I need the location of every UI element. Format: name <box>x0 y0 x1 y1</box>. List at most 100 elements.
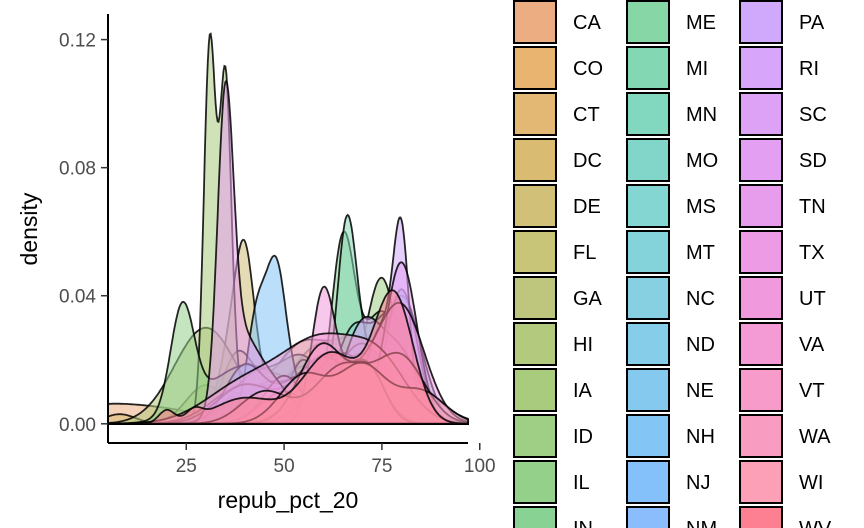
legend-item-ri: RI <box>739 46 819 90</box>
legend-key <box>626 92 670 136</box>
legend-label: TX <box>799 242 825 264</box>
legend-label: SD <box>799 150 827 172</box>
x-tick-label: 25 <box>176 456 197 477</box>
legend-item-pa: PA <box>739 0 825 44</box>
x-tick-label: 100 <box>464 456 496 477</box>
y-tick-label: 0.00 <box>59 415 96 436</box>
legend-label: NE <box>686 380 714 402</box>
legend-key <box>739 276 783 320</box>
legend-key <box>626 460 670 504</box>
y-ticks: 0.00 0.04 0.08 0.12 <box>59 31 108 436</box>
legend-label: ME <box>686 12 716 34</box>
legend-label: MO <box>686 150 718 172</box>
legend-label: RI <box>799 58 819 80</box>
legend-label: HI <box>573 334 593 356</box>
legend: CA CO CT DC DE FL GA HI IA ID IL IN ME MI MN MO MS MT NC ND… <box>513 0 832 528</box>
legend-key <box>626 46 670 90</box>
x-tick-label: 75 <box>371 456 392 477</box>
legend-item-tn: TN <box>739 184 826 228</box>
legend-key <box>739 230 783 274</box>
legend-label: NJ <box>686 472 710 494</box>
legend-label: CT <box>573 104 600 126</box>
legend-item-nd: ND <box>626 322 715 366</box>
legend-item-dc: DC <box>513 138 602 182</box>
legend-label: WV <box>799 518 832 528</box>
legend-label: MS <box>686 196 716 218</box>
legend-key <box>739 92 783 136</box>
legend-item-vt: VT <box>739 368 825 412</box>
legend-key <box>626 276 670 320</box>
legend-key <box>513 506 557 528</box>
legend-label: TN <box>799 196 826 218</box>
legend-key <box>626 138 670 182</box>
legend-item-ne: NE <box>626 368 714 412</box>
legend-label: CO <box>573 58 603 80</box>
legend-item-tx: TX <box>739 230 825 274</box>
legend-item-wi: WI <box>739 460 823 504</box>
legend-label: MN <box>686 104 717 126</box>
legend-key <box>739 138 783 182</box>
legend-label: IA <box>573 380 593 402</box>
legend-label: NH <box>686 426 715 448</box>
legend-item-ga: GA <box>513 276 603 320</box>
legend-label: IN <box>573 518 593 528</box>
legend-key <box>626 0 670 44</box>
y-axis-title: density <box>16 192 42 265</box>
x-tick-label: 50 <box>274 456 295 477</box>
legend-key <box>513 276 557 320</box>
legend-key <box>739 184 783 228</box>
legend-label: ID <box>573 426 593 448</box>
legend-label: IL <box>573 472 590 494</box>
legend-key <box>513 46 557 90</box>
legend-key <box>513 230 557 274</box>
legend-key <box>739 46 783 90</box>
legend-item-nh: NH <box>626 414 715 458</box>
legend-key <box>739 0 783 44</box>
legend-key <box>626 368 670 412</box>
legend-label: PA <box>799 12 825 34</box>
legend-item-co: CO <box>513 46 603 90</box>
legend-label: MI <box>686 58 708 80</box>
legend-label: FL <box>573 242 596 264</box>
legend-item-ut: UT <box>739 276 826 320</box>
legend-label: MT <box>686 242 715 264</box>
legend-key <box>626 322 670 366</box>
legend-item-mt: MT <box>626 230 715 274</box>
legend-key <box>739 322 783 366</box>
legend-item-de: DE <box>513 184 601 228</box>
legend-label: VA <box>799 334 825 356</box>
legend-item-nj: NJ <box>626 460 710 504</box>
legend-key <box>626 506 670 528</box>
legend-label: WI <box>799 472 823 494</box>
legend-label: CA <box>573 12 601 34</box>
y-tick-label: 0.12 <box>59 31 96 52</box>
legend-item-sd: SD <box>739 138 827 182</box>
legend-key <box>513 92 557 136</box>
legend-key <box>626 184 670 228</box>
legend-item-mn: MN <box>626 92 717 136</box>
legend-key <box>739 460 783 504</box>
legend-item-ct: CT <box>513 92 600 136</box>
legend-label: DC <box>573 150 602 172</box>
legend-label: DE <box>573 196 601 218</box>
legend-item-hi: HI <box>513 322 593 366</box>
legend-label: NC <box>686 288 715 310</box>
legend-label: GA <box>573 288 603 310</box>
legend-key <box>513 184 557 228</box>
legend-key <box>513 368 557 412</box>
legend-item-sc: SC <box>739 92 827 136</box>
legend-key <box>513 0 557 44</box>
legend-key <box>513 414 557 458</box>
legend-item-mi: MI <box>626 46 708 90</box>
legend-item-in: IN <box>513 506 593 528</box>
legend-item-va: VA <box>739 322 825 366</box>
legend-key <box>513 138 557 182</box>
legend-item-fl: FL <box>513 230 596 274</box>
legend-item-ms: MS <box>626 184 716 228</box>
legend-item-nm: NM <box>626 506 717 528</box>
legend-item-wa: WA <box>739 414 831 458</box>
legend-label: UT <box>799 288 826 310</box>
density-area-wv <box>108 289 469 425</box>
legend-key <box>513 322 557 366</box>
